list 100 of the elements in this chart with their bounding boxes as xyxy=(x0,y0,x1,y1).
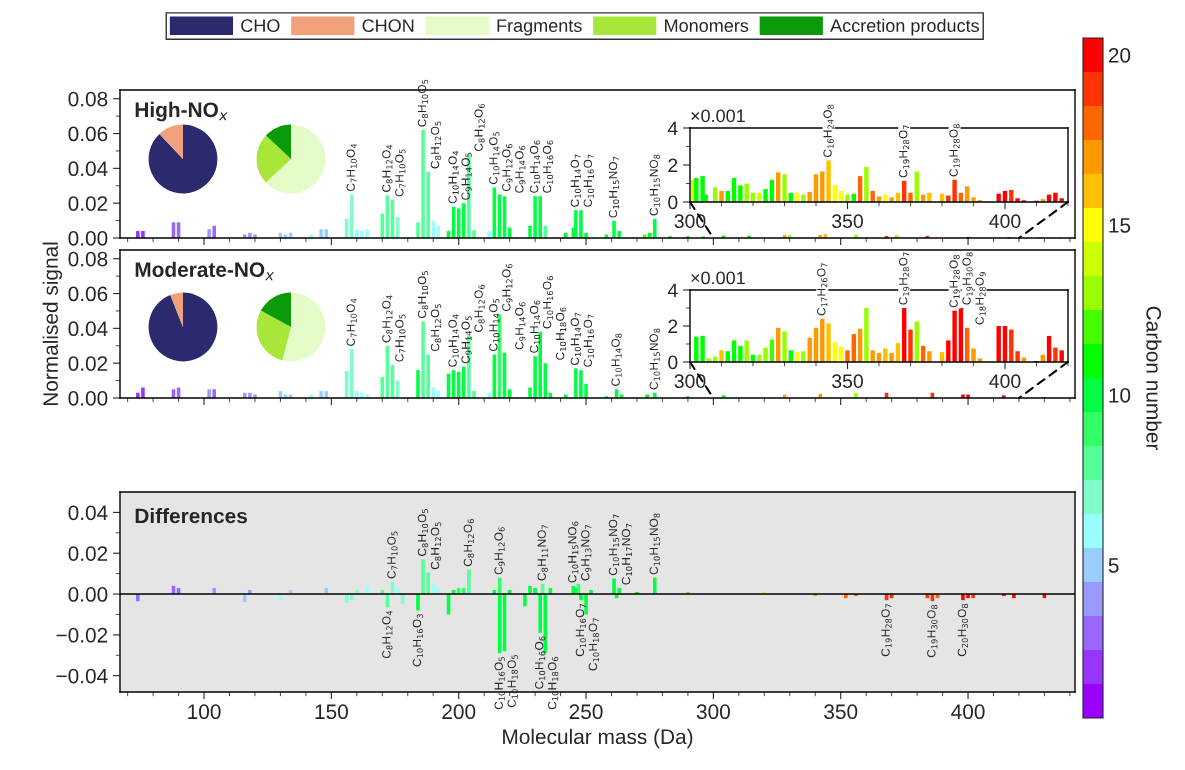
y-tick-label: 2 xyxy=(668,158,678,173)
annotation: C$_{18}$H$_{28}$O$_{9}$ xyxy=(975,272,986,325)
x-axis-title: Molecular mass (Da) xyxy=(503,728,693,749)
x-tick-label: 400 xyxy=(951,704,985,720)
x-tick-label: 350 xyxy=(832,374,863,389)
y-tick-label: 0.02 xyxy=(68,356,108,371)
annotation: C$_{10}$H$_{14}$O$_{6}$ xyxy=(529,300,541,353)
annotation: C$_{19}$H$_{28}$O$_{7}$ xyxy=(898,252,910,305)
annotation: C$_{10}$H$_{18}$O$_{6}$ xyxy=(547,656,559,710)
x-tick-label: 200 xyxy=(442,704,476,720)
y-tick-label: 0.06 xyxy=(68,126,108,142)
x-tick-label: 250 xyxy=(569,704,603,720)
legend-label: CHO xyxy=(241,19,280,33)
annotation: C$_{10}$H$_{16}$O$_{7}$ xyxy=(583,314,594,367)
annotation: C$_{10}$H$_{14}$O$_{4}$ xyxy=(448,150,459,204)
y-tick-label: 0.04 xyxy=(68,505,108,521)
annotation: C$_{16}$H$_{24}$O$_{8}$ xyxy=(823,104,834,157)
y-tick-label: −0.02 xyxy=(56,627,108,643)
chart-subtitle: ×0.001 xyxy=(691,109,745,123)
annotation: C$_{8}$H$_{12}$O$_{4}$ xyxy=(382,144,393,192)
annotation: C$_{10}$H$_{14}$O$_{8}$ xyxy=(611,333,622,386)
annotation: C$_{8}$H$_{10}$O$_{5}$ xyxy=(417,271,429,319)
annotation: C$_{7}$H$_{10}$O$_{5}$ xyxy=(395,149,406,197)
annotation: C$_{7}$H$_{10}$O$_{5}$ xyxy=(387,531,398,579)
y-tick-label: −0.04 xyxy=(56,668,108,684)
annotation: C$_{19}$H$_{28}$O$_{7}$ xyxy=(898,125,910,178)
y-tick-label: 0.04 xyxy=(68,321,108,337)
annotation: C$_{19}$H$_{28}$O$_{8}$ xyxy=(949,254,960,308)
annotation: C$_{10}$H$_{16}$O$_{7}$ xyxy=(583,154,594,207)
x-tick-label: 300 xyxy=(674,374,706,389)
annotation: C$_{10}$H$_{16}$O$_{6}$ xyxy=(542,140,554,193)
annotation: C$_{7}$H$_{10}$O$_{4}$ xyxy=(346,143,357,192)
annotation: C$_{19}$H$_{30}$O$_{8}$ xyxy=(927,604,938,658)
annotation: C$_{10}$H$_{17}$NO$_{7}$ xyxy=(621,523,633,585)
y-tick-label: 0 xyxy=(668,195,678,210)
y-axis-title: Normalised signal xyxy=(42,242,63,406)
color-bar-label: 5 xyxy=(1108,558,1119,573)
annotation: C$_{20}$H$_{30}$O$_{8}$ xyxy=(957,603,969,657)
annotation: C$_{19}$H$_{28}$O$_{7}$ xyxy=(881,603,892,657)
y-tick-label: 0.08 xyxy=(68,251,108,267)
annotation: C$_{7}$H$_{10}$O$_{5}$ xyxy=(395,314,406,362)
x-tick-label: 400 xyxy=(989,214,1021,229)
annotation: C$_{10}$H$_{15}$NO$_{6}$ xyxy=(568,521,579,583)
annotation: C$_{8}$H$_{12}$O$_{6}$ xyxy=(463,519,474,567)
annotation: C$_{10}$H$_{14}$O$_{7}$ xyxy=(570,154,581,207)
x-tick-label: 300 xyxy=(696,704,730,720)
text: High-NO$_{x}$ xyxy=(135,101,228,122)
x-tick-label: 350 xyxy=(832,214,863,229)
x-tick-label: 350 xyxy=(824,704,858,720)
y-tick-label: 4 xyxy=(667,283,678,298)
annotation: C$_{8}$H$_{10}$O$_{5}$ xyxy=(417,509,429,556)
annotation: C$_{19}$H$_{28}$O$_{8}$ xyxy=(949,124,960,177)
annotation: C$_{19}$H$_{30}$O$_{8}$ xyxy=(962,252,973,305)
annotation: C$_{10}$H$_{16}$O$_{6}$ xyxy=(534,636,546,689)
annotation: C$_{10}$H$_{15}$NO$_{8}$ xyxy=(649,513,660,575)
annotation: C$_{9}$H$_{14}$O$_{6}$ xyxy=(515,302,526,350)
annotation: C$_{10}$H$_{15}$NO$_{8}$ xyxy=(649,328,660,390)
legend-label: Monomers xyxy=(665,19,749,33)
annotation: C$_{7}$H$_{10}$O$_{4}$ xyxy=(346,298,357,346)
annotation: C$_{10}$H$_{14}$O$_{6}$ xyxy=(529,140,541,193)
annotation: C$_{10}$H$_{16}$O$_{6}$ xyxy=(542,276,554,329)
color-bar-label: 10 xyxy=(1109,388,1131,403)
annotation: C$_{8}$H$_{11}$NO$_{7}$ xyxy=(537,524,548,581)
x-tick-label: 300 xyxy=(674,214,706,229)
annotation: C$_{10}$H$_{18}$O$_{6}$ xyxy=(555,307,567,360)
y-tick-label: 0.02 xyxy=(68,546,108,561)
y-tick-label: 0.00 xyxy=(68,231,108,246)
annotation: C$_{10}$H$_{18}$O$_{5}$ xyxy=(507,655,518,708)
legend-label: Fragments xyxy=(497,19,582,36)
annotation: C$_{10}$H$_{14}$O$_{5}$ xyxy=(489,298,500,352)
y-tick-label: 0.00 xyxy=(68,587,108,602)
y-tick-label: 0.06 xyxy=(68,286,108,302)
annotation: C$_{10}$H$_{14}$O$_{4}$ xyxy=(448,314,459,367)
annotation: C$_{9}$H$_{14}$O$_{6}$ xyxy=(515,145,526,193)
color-bar-label: 15 xyxy=(1109,218,1131,233)
annotation: C$_{8}$H$_{12}$O$_{5}$ xyxy=(430,304,442,352)
x-tick-label: 400 xyxy=(989,374,1021,389)
annotation: C$_{10}$H$_{15}$NO$_{7}$ xyxy=(608,156,620,218)
annotation: C$_{9}$H$_{13}$NO$_{7}$ xyxy=(581,524,592,581)
y-tick-label: 0.00 xyxy=(68,391,108,406)
annotation: C$_{9}$H$_{12}$O$_{6}$ xyxy=(502,143,513,192)
y-tick-label: 4 xyxy=(667,121,678,136)
annotation: C$_{10}$H$_{14}$O$_{5}$ xyxy=(489,131,500,185)
legend-label: Accretion products xyxy=(830,18,979,36)
annotation: C$_{10}$H$_{14}$O$_{7}$ xyxy=(570,312,581,366)
annotation: C$_{8}$H$_{12}$O$_{4}$ xyxy=(382,610,393,659)
legend-label: CHON xyxy=(362,19,414,33)
y-tick-label: 0.02 xyxy=(68,196,108,211)
annotation: C$_{10}$H$_{18}$O$_{7}$ xyxy=(588,618,600,671)
y-tick-label: 0.04 xyxy=(68,161,108,177)
annotation: C$_{10}$H$_{16}$O$_{5}$ xyxy=(494,657,505,710)
annotation: C$_{17}$H$_{26}$O$_{7}$ xyxy=(817,263,828,316)
annotation: C$_{10}$H$_{15}$NO$_{8}$ xyxy=(649,154,660,216)
color-bar-title: Carbon number xyxy=(1146,306,1162,451)
annotation: C$_{10}$H$_{16}$O$_{7}$ xyxy=(575,603,587,657)
color-bar-label: 20 xyxy=(1108,48,1131,63)
annotation: C$_{8}$H$_{12}$O$_{6}$ xyxy=(474,103,485,152)
annotation: C$_{9}$H$_{12}$O$_{6}$ xyxy=(502,263,513,312)
x-tick-label: 150 xyxy=(315,704,348,720)
annotation: C$_{8}$H$_{10}$O$_{5}$ xyxy=(417,79,429,127)
